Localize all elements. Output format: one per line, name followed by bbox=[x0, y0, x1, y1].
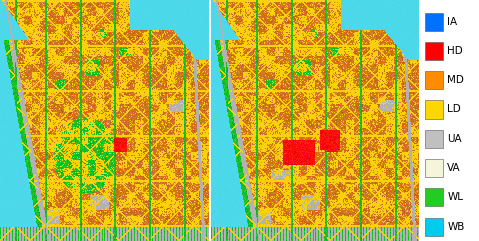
Text: UA: UA bbox=[447, 134, 462, 144]
Bar bbox=[425, 71, 443, 89]
Bar bbox=[425, 42, 443, 60]
Bar bbox=[425, 218, 443, 236]
Bar bbox=[425, 100, 443, 119]
Text: VA: VA bbox=[447, 163, 461, 173]
Text: WL: WL bbox=[447, 192, 463, 202]
Text: WB: WB bbox=[447, 221, 465, 232]
Text: IA: IA bbox=[447, 17, 457, 27]
Text: LD: LD bbox=[447, 105, 461, 114]
Bar bbox=[425, 159, 443, 177]
FancyBboxPatch shape bbox=[418, 0, 479, 241]
Bar bbox=[425, 188, 443, 206]
Bar bbox=[425, 13, 443, 31]
Bar bbox=[425, 130, 443, 148]
Text: MD: MD bbox=[447, 75, 464, 85]
Text: HD: HD bbox=[447, 46, 463, 56]
